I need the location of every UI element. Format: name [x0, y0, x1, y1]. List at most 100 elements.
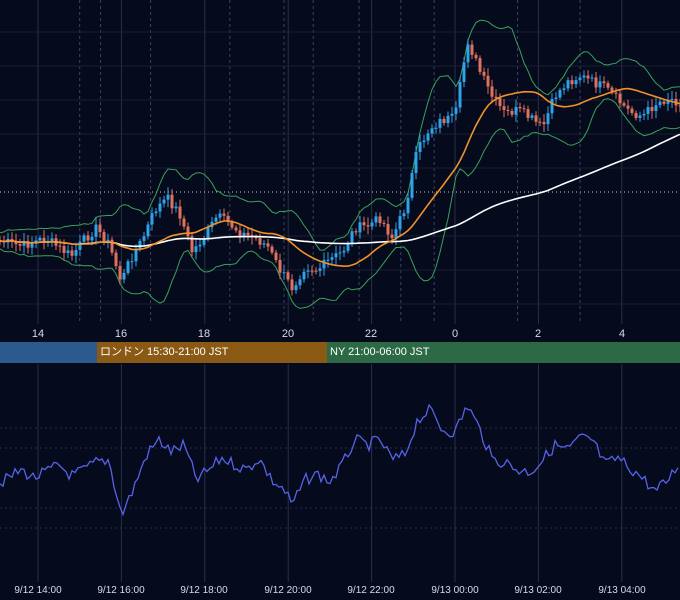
candle	[38, 237, 42, 241]
candle	[526, 109, 530, 118]
axis-tick: 9/12 14:00	[14, 585, 62, 596]
candle	[86, 235, 90, 241]
candle	[638, 115, 642, 118]
moving-averages	[0, 87, 680, 268]
candle	[646, 107, 650, 114]
candle	[242, 232, 246, 237]
candle	[466, 44, 470, 63]
candle	[126, 261, 130, 273]
candle	[134, 249, 138, 262]
candle	[166, 194, 170, 200]
candle	[266, 243, 270, 247]
candle	[530, 115, 534, 118]
candle	[470, 44, 474, 55]
candle	[326, 259, 330, 261]
candle	[186, 226, 190, 237]
candle	[194, 246, 198, 253]
axis-tick: 9/12 20:00	[264, 585, 312, 596]
candle	[546, 113, 550, 125]
candle	[190, 236, 194, 253]
candle	[274, 252, 278, 260]
candle	[666, 99, 670, 104]
candle	[442, 118, 446, 124]
candle	[610, 87, 614, 93]
axis-tick: 16	[114, 328, 128, 340]
candle	[74, 249, 78, 256]
candle	[518, 106, 522, 109]
candle	[566, 80, 570, 89]
axis-tick: 14	[31, 328, 45, 340]
candle	[198, 244, 202, 247]
candle	[102, 232, 106, 243]
session-london: ロンドン 15:30-21:00 JST	[97, 342, 327, 363]
top-axis-strip	[0, 324, 680, 342]
candle	[414, 152, 418, 174]
candle	[238, 230, 242, 237]
candle	[230, 221, 234, 228]
candle	[50, 238, 54, 241]
candle	[498, 98, 502, 107]
candle	[26, 240, 30, 248]
candle	[438, 118, 442, 128]
candle	[406, 197, 410, 214]
candle	[390, 234, 394, 239]
candle	[350, 231, 354, 244]
axis-tick: 9/12 18:00	[180, 585, 228, 596]
candle	[486, 75, 490, 87]
candle	[446, 115, 450, 124]
candle	[342, 250, 346, 253]
candle	[18, 244, 22, 246]
candle	[58, 245, 62, 247]
candle	[90, 236, 94, 241]
axis-tick: 22	[364, 328, 378, 340]
candle	[258, 238, 262, 245]
oscillator-path	[0, 403, 679, 517]
candle	[294, 285, 298, 291]
candle	[618, 93, 622, 104]
axis-tick: 9/13 04:00	[598, 585, 646, 596]
candle	[602, 81, 606, 84]
candle	[178, 206, 182, 219]
candle	[434, 127, 438, 129]
candle	[150, 213, 154, 225]
candle	[302, 271, 306, 280]
candle	[506, 109, 510, 112]
candle	[662, 101, 666, 104]
candle	[574, 80, 578, 85]
candle	[162, 199, 166, 204]
candle	[382, 223, 386, 225]
candle	[206, 227, 210, 239]
axis-tick: 9/12 16:00	[97, 585, 145, 596]
candle	[586, 75, 590, 79]
candle	[362, 222, 366, 226]
candle	[474, 54, 478, 59]
candle	[310, 270, 314, 272]
axis-tick: 9/13 02:00	[514, 585, 562, 596]
candle	[318, 268, 322, 271]
candle	[78, 241, 82, 250]
candle	[430, 128, 434, 134]
candle	[590, 77, 594, 79]
candle	[550, 98, 554, 114]
candle	[286, 272, 290, 280]
candle	[298, 279, 302, 286]
candle	[494, 96, 498, 99]
candle	[10, 238, 14, 242]
candle	[322, 259, 326, 269]
session-tokyo	[0, 342, 97, 363]
candle	[426, 133, 430, 141]
candle	[226, 215, 230, 222]
candle	[214, 217, 218, 222]
candle	[598, 81, 602, 88]
candle	[334, 253, 338, 258]
candle	[290, 279, 294, 291]
candle	[218, 213, 222, 218]
candle	[62, 246, 66, 254]
candle	[366, 225, 370, 227]
candle	[114, 252, 118, 267]
candle	[410, 173, 414, 198]
candle	[658, 101, 662, 106]
candle	[234, 227, 238, 231]
candle	[670, 98, 674, 100]
